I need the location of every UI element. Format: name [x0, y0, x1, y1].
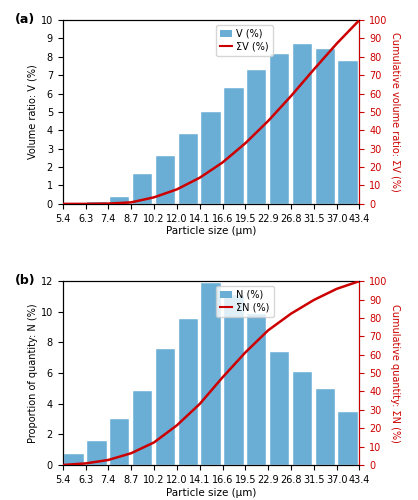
- Bar: [156, 348, 175, 465]
- Legend: N (%), ΣN (%): N (%), ΣN (%): [216, 286, 274, 316]
- X-axis label: Particle size (μm): Particle size (μm): [166, 488, 256, 498]
- Bar: [178, 320, 198, 465]
- Bar: [178, 134, 198, 204]
- Bar: [338, 412, 358, 465]
- Bar: [156, 156, 175, 204]
- Y-axis label: Cumulative volume ratio: ΣV (%): Cumulative volume ratio: ΣV (%): [390, 32, 400, 192]
- Bar: [338, 62, 358, 204]
- X-axis label: Particle size (μm): Particle size (μm): [166, 226, 256, 236]
- Y-axis label: Proportion of quantity: N (%): Proportion of quantity: N (%): [28, 303, 38, 443]
- Bar: [110, 196, 130, 204]
- Bar: [64, 454, 84, 465]
- Y-axis label: Volume ratio: V (%): Volume ratio: V (%): [28, 64, 38, 160]
- Bar: [201, 284, 221, 465]
- Bar: [247, 314, 266, 465]
- Legend: V (%), ΣV (%): V (%), ΣV (%): [216, 25, 273, 56]
- Bar: [133, 392, 152, 465]
- Bar: [293, 44, 312, 204]
- Bar: [133, 174, 152, 204]
- Bar: [110, 419, 130, 465]
- Text: (a): (a): [15, 12, 36, 26]
- Text: (b): (b): [15, 274, 36, 287]
- Bar: [247, 70, 266, 204]
- Bar: [201, 112, 221, 204]
- Bar: [270, 54, 289, 204]
- Bar: [224, 295, 244, 465]
- Bar: [87, 441, 107, 465]
- Bar: [270, 352, 289, 465]
- Bar: [316, 48, 335, 204]
- Bar: [87, 202, 107, 204]
- Bar: [293, 372, 312, 465]
- Bar: [316, 389, 335, 465]
- Bar: [224, 88, 244, 204]
- Y-axis label: Cumulative quantity: ΣN (%): Cumulative quantity: ΣN (%): [390, 304, 400, 442]
